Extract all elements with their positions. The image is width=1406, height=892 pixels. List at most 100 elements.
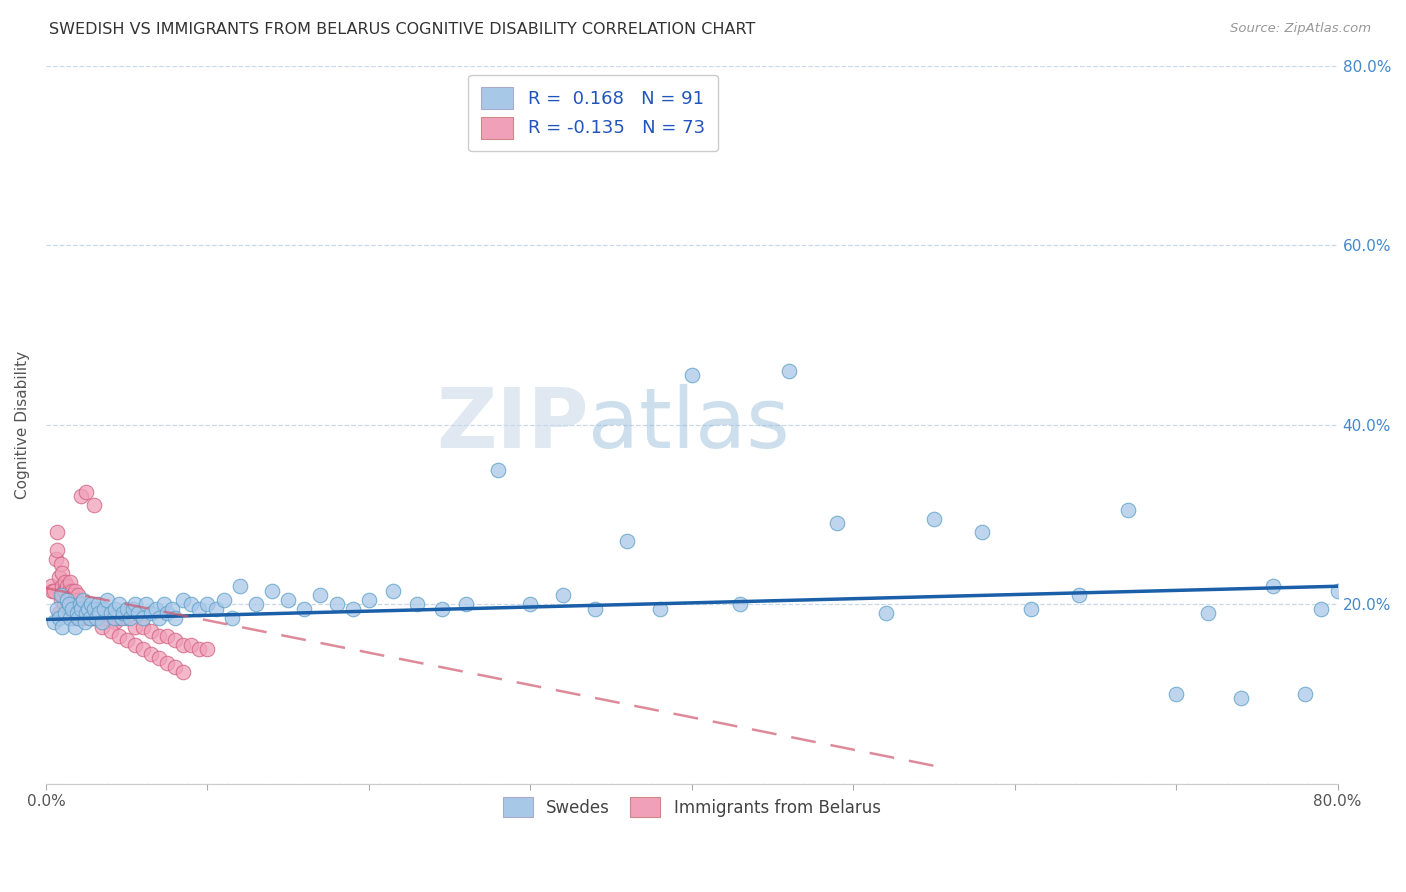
Point bbox=[165, 610, 187, 624]
Point bbox=[112, 606, 135, 620]
Point bbox=[486, 462, 509, 476]
Point bbox=[49, 557, 72, 571]
Point bbox=[111, 610, 134, 624]
Y-axis label: Cognitive Disability: Cognitive Disability bbox=[15, 351, 30, 499]
Point bbox=[127, 606, 149, 620]
Point bbox=[778, 364, 800, 378]
Point bbox=[77, 601, 100, 615]
Point bbox=[188, 601, 211, 615]
Point bbox=[42, 583, 65, 598]
Point bbox=[103, 610, 125, 624]
Point bbox=[73, 601, 96, 615]
Point bbox=[107, 629, 129, 643]
Point bbox=[204, 601, 226, 615]
Point bbox=[46, 525, 69, 540]
Point bbox=[67, 588, 90, 602]
Point bbox=[148, 629, 170, 643]
Point bbox=[132, 610, 155, 624]
Point bbox=[91, 620, 114, 634]
Text: ZIP: ZIP bbox=[436, 384, 589, 465]
Point bbox=[124, 620, 146, 634]
Point bbox=[875, 606, 897, 620]
Point bbox=[66, 592, 89, 607]
Point bbox=[41, 583, 63, 598]
Point bbox=[53, 574, 76, 589]
Point bbox=[96, 610, 118, 624]
Point bbox=[56, 592, 79, 607]
Point bbox=[139, 624, 162, 639]
Point bbox=[100, 606, 122, 620]
Point bbox=[58, 583, 80, 598]
Point bbox=[63, 601, 86, 615]
Point bbox=[145, 601, 167, 615]
Point bbox=[292, 601, 315, 615]
Point bbox=[51, 566, 73, 580]
Point bbox=[49, 588, 72, 602]
Point bbox=[46, 543, 69, 558]
Point bbox=[62, 588, 84, 602]
Point bbox=[104, 601, 127, 615]
Point bbox=[228, 579, 250, 593]
Point bbox=[325, 597, 347, 611]
Point bbox=[62, 610, 84, 624]
Point bbox=[583, 601, 606, 615]
Point bbox=[80, 597, 103, 611]
Point bbox=[277, 592, 299, 607]
Point bbox=[172, 592, 194, 607]
Point bbox=[75, 606, 97, 620]
Point bbox=[135, 597, 157, 611]
Point bbox=[406, 597, 429, 611]
Point bbox=[1116, 503, 1139, 517]
Point bbox=[156, 606, 179, 620]
Point bbox=[616, 534, 638, 549]
Point bbox=[165, 660, 187, 674]
Point bbox=[86, 597, 108, 611]
Point bbox=[56, 579, 79, 593]
Point bbox=[115, 610, 138, 624]
Point bbox=[382, 583, 405, 598]
Point bbox=[1310, 601, 1333, 615]
Point bbox=[681, 368, 703, 383]
Point bbox=[80, 610, 103, 624]
Point bbox=[180, 638, 202, 652]
Point bbox=[1198, 606, 1220, 620]
Point bbox=[118, 610, 141, 624]
Point bbox=[53, 606, 76, 620]
Point bbox=[115, 633, 138, 648]
Point bbox=[63, 583, 86, 598]
Point bbox=[309, 588, 332, 602]
Point bbox=[260, 583, 283, 598]
Point bbox=[100, 606, 122, 620]
Point bbox=[59, 610, 82, 624]
Point bbox=[148, 610, 170, 624]
Point bbox=[75, 485, 97, 500]
Point bbox=[156, 656, 179, 670]
Point bbox=[60, 601, 83, 615]
Point bbox=[124, 638, 146, 652]
Point bbox=[972, 525, 994, 540]
Point bbox=[1261, 579, 1284, 593]
Point bbox=[197, 597, 219, 611]
Point bbox=[430, 601, 453, 615]
Point bbox=[69, 601, 91, 615]
Point bbox=[89, 606, 111, 620]
Point bbox=[551, 588, 574, 602]
Point bbox=[60, 597, 83, 611]
Point bbox=[83, 499, 105, 513]
Point bbox=[51, 579, 73, 593]
Text: Source: ZipAtlas.com: Source: ZipAtlas.com bbox=[1230, 22, 1371, 36]
Point bbox=[86, 601, 108, 615]
Point bbox=[56, 592, 79, 607]
Point bbox=[58, 597, 80, 611]
Point bbox=[83, 610, 105, 624]
Point bbox=[59, 574, 82, 589]
Point bbox=[110, 610, 132, 624]
Point bbox=[197, 642, 219, 657]
Point bbox=[1326, 583, 1348, 598]
Point bbox=[70, 601, 93, 615]
Point bbox=[75, 606, 97, 620]
Point bbox=[132, 620, 155, 634]
Point bbox=[49, 592, 72, 607]
Point bbox=[1229, 691, 1251, 706]
Point bbox=[70, 490, 93, 504]
